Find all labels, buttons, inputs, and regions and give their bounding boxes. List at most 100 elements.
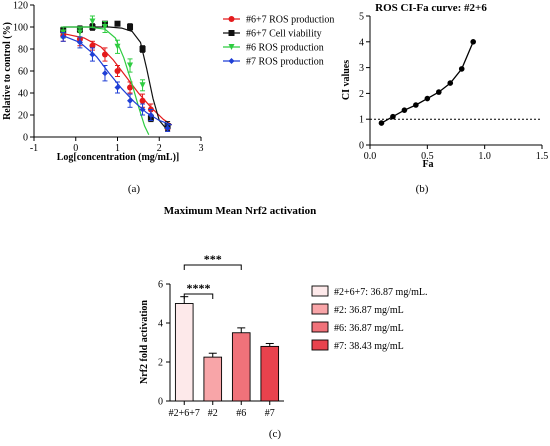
fit-curve xyxy=(63,26,150,136)
ci-fa-chart: ROS CI-Fa curve: #2+6 0 1 2 3 4 5 0.0 0.5 1.0 1.… xyxy=(341,2,548,170)
legend-label: #6: 36.87 mg/mL xyxy=(334,323,404,334)
panel-label-c: (c) xyxy=(269,428,282,440)
chart-title: ROS CI-Fa curve: #2+6 xyxy=(375,2,487,14)
y-tick-label: 4 xyxy=(158,319,163,330)
y-tick-label: 1 xyxy=(359,115,364,126)
data-point xyxy=(101,70,108,77)
data-point xyxy=(164,125,171,132)
data-point xyxy=(436,89,442,95)
data-point xyxy=(76,39,83,46)
legend-label: #7 ROS production xyxy=(246,57,324,68)
data-point xyxy=(101,51,108,58)
y-tick-label: 20 xyxy=(18,111,28,122)
y-tick-label: 5 xyxy=(359,12,364,23)
legend-swatch xyxy=(311,321,329,333)
data-point xyxy=(378,120,385,126)
data-point xyxy=(127,97,134,104)
legend-label: #6+7 Cell viability xyxy=(246,29,322,40)
legend-swatch xyxy=(311,285,329,297)
legend-swatch xyxy=(311,303,329,315)
chart-title: Maximum Mean Nrf2 activation xyxy=(164,205,316,217)
significance-bracket xyxy=(183,264,242,270)
data-point xyxy=(228,16,235,22)
x-tick-label: 1 xyxy=(115,143,120,154)
x-tick-label: 1.5 xyxy=(536,151,549,162)
data-point xyxy=(114,20,121,27)
data-point xyxy=(60,33,67,40)
data-point xyxy=(470,39,477,45)
legend: #6+7 ROS production #6+7 Cell viability #6… xyxy=(223,15,334,68)
legend-swatch xyxy=(311,339,329,351)
y-tick-label: 3 xyxy=(359,63,364,74)
bar xyxy=(260,345,280,402)
series xyxy=(60,32,172,132)
fit-curve xyxy=(63,26,169,131)
x-axis-label: Fa xyxy=(422,159,433,170)
legend: #2+6+7: 36.87 mg/mL. #2: 36.87 mg/mL #6: 3… xyxy=(311,285,428,352)
y-tick-label: 0 xyxy=(359,141,364,152)
data-point xyxy=(127,84,134,91)
data-point xyxy=(114,84,121,91)
x-tick-label: 0.0 xyxy=(364,151,377,162)
y-tick-label: 0 xyxy=(23,133,28,144)
y-tick-label: 0 xyxy=(158,397,163,408)
legend-label: #6 ROS production xyxy=(246,43,324,54)
series-line xyxy=(381,41,474,124)
y-tick-label: 100 xyxy=(13,23,28,34)
data-point xyxy=(139,46,146,52)
y-tick-label: 80 xyxy=(18,45,28,56)
nrf2-bar-chart: Maximum Mean Nrf2 activation 0 2 4 6 #2+6+7… xyxy=(139,205,428,419)
x-tick-label: 1.0 xyxy=(478,151,491,162)
data-point xyxy=(114,68,121,74)
data-point xyxy=(139,82,146,89)
x-tick-label: 2 xyxy=(157,143,162,154)
legend-label: #2+6+7: 36.87 mg/mL. xyxy=(334,287,428,298)
x-tick-label: 3 xyxy=(199,143,204,154)
y-tick-label: 120 xyxy=(13,1,28,12)
data-point xyxy=(114,43,121,50)
y-tick-label: 4 xyxy=(359,37,364,48)
data-point xyxy=(139,97,146,104)
data-point xyxy=(228,44,235,50)
data-point xyxy=(424,95,431,102)
data-point xyxy=(89,42,96,49)
data-point xyxy=(147,112,154,118)
data-point xyxy=(127,62,134,69)
panel-label-b: (b) xyxy=(416,183,429,195)
x-tick-label: -1 xyxy=(30,143,38,154)
y-tick-label: 2 xyxy=(158,358,163,369)
data-point xyxy=(390,113,396,120)
data-point xyxy=(139,106,146,113)
data-point xyxy=(458,66,465,72)
significance-label: **** xyxy=(187,281,211,295)
data-point xyxy=(413,102,419,108)
x-tick-label: #7 xyxy=(265,408,275,419)
y-axis-label: Nrf2 fold activation xyxy=(139,300,150,384)
data-point xyxy=(89,51,96,58)
fit-curve xyxy=(63,33,173,126)
data-point xyxy=(76,29,83,36)
bar xyxy=(174,303,194,402)
y-tick-label: 40 xyxy=(18,89,28,100)
series xyxy=(378,39,477,126)
significance-bracket xyxy=(183,293,214,299)
x-tick-label: #2+6+7 xyxy=(169,408,200,419)
panel-label-a: (a) xyxy=(128,183,141,195)
y-tick-label: 6 xyxy=(158,280,163,291)
legend-label: #6+7 ROS production xyxy=(246,15,334,26)
bar xyxy=(203,356,223,402)
series xyxy=(60,15,150,136)
data-point xyxy=(447,80,454,86)
x-axis-label: Log[concentration (mg/mL)] xyxy=(57,152,179,163)
x-tick-label: #2 xyxy=(208,408,218,419)
legend-label: #2: 36.87 mg/mL xyxy=(334,305,404,316)
bar xyxy=(231,332,251,402)
data-point xyxy=(127,24,134,30)
data-point xyxy=(89,18,96,25)
data-point xyxy=(228,30,235,36)
y-tick-label: 2 xyxy=(359,89,364,100)
data-point xyxy=(228,58,235,64)
fit-curve xyxy=(62,35,172,126)
